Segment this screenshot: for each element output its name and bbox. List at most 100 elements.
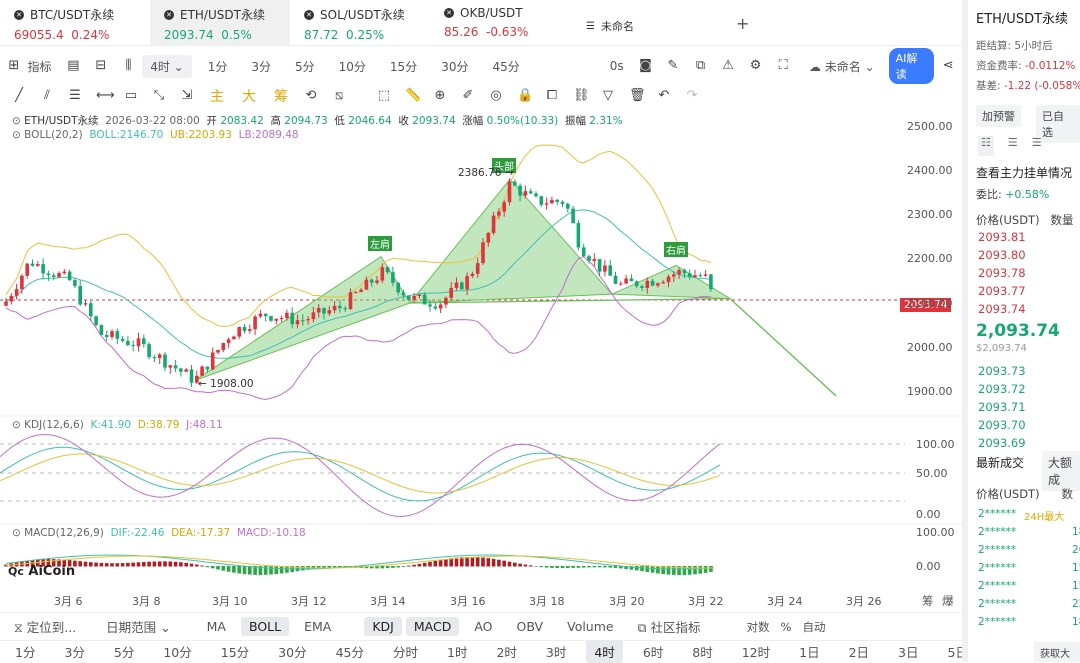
- bid-price[interactable]: 2093.70: [978, 418, 1026, 432]
- tab-big-trades[interactable]: 大额成: [1042, 451, 1080, 491]
- interval-option[interactable]: 8时: [692, 645, 713, 660]
- indicator-volume[interactable]: Volume: [567, 619, 614, 634]
- indicator-obv[interactable]: OBV: [516, 619, 544, 634]
- tab-unnamed[interactable]: ☰ 未命名: [586, 20, 634, 33]
- interval-option[interactable]: 2日: [848, 645, 870, 660]
- interval-15m[interactable]: 15分: [389, 59, 418, 74]
- interval-option[interactable]: 45分: [335, 645, 364, 660]
- indicator-ao[interactable]: AO: [474, 619, 493, 634]
- depth-bids-icon[interactable]: ☰: [1007, 136, 1018, 149]
- interval-option[interactable]: 15分: [220, 645, 250, 660]
- main-force-button[interactable]: 主: [210, 89, 224, 105]
- tab-okb[interactable]: ✕ OKB/USDT 85.26 -0.63%: [444, 6, 529, 39]
- lock-icon[interactable]: 🔒: [517, 88, 534, 103]
- community-indicators[interactable]: ⧉ 社区指标: [637, 620, 701, 635]
- interval-45m[interactable]: 45分: [492, 59, 520, 74]
- interval-5m[interactable]: 5分: [295, 59, 315, 74]
- interval-option[interactable]: 3分: [64, 645, 85, 660]
- filter-icon[interactable]: ▽: [603, 88, 613, 103]
- chip-button[interactable]: 筹: [274, 89, 288, 105]
- indicator-ma[interactable]: MA: [206, 619, 226, 634]
- bid-price[interactable]: 2093.69: [978, 436, 1026, 450]
- ask-price[interactable]: 2093.77: [978, 284, 1026, 298]
- rectangle-icon[interactable]: ▭: [124, 88, 138, 103]
- pen-icon[interactable]: ✎: [667, 58, 679, 73]
- share-icon[interactable]: ⋖: [942, 58, 954, 73]
- liquidation-toggle[interactable]: 爆: [942, 594, 954, 608]
- interval-3m[interactable]: 3分: [251, 59, 271, 74]
- brush-icon[interactable]: ✐: [462, 88, 474, 103]
- interval-1m[interactable]: 1分: [207, 59, 228, 74]
- interval-option[interactable]: 4时: [586, 640, 623, 663]
- interval-option[interactable]: 2时: [496, 645, 517, 660]
- get-big-trades-button[interactable]: 获取大额: [1034, 642, 1080, 662]
- log-scale-toggle[interactable]: 对数: [746, 619, 770, 634]
- clone-icon[interactable]: ⧠: [546, 88, 558, 103]
- ask-price[interactable]: 2093.74: [978, 302, 1026, 316]
- seconds-button[interactable]: 0s: [609, 59, 624, 73]
- add-tab-icon[interactable]: +: [736, 14, 750, 33]
- layout-name-select[interactable]: ☁ 未命名 ⌄: [808, 59, 875, 74]
- percent-toggle[interactable]: %: [780, 619, 792, 634]
- big-order-button[interactable]: 大: [242, 89, 256, 105]
- indicator-button[interactable]: 指标: [27, 59, 52, 74]
- interval-option[interactable]: 30分: [278, 645, 307, 660]
- indicator-boll[interactable]: BOLL: [240, 617, 290, 636]
- drawing-toggle-icon[interactable]: ⊞: [8, 58, 20, 73]
- layout-icon[interactable]: ⧉: [695, 58, 706, 73]
- lock-drawing-icon[interactable]: ⟲: [305, 88, 317, 103]
- ai-interpret-button[interactable]: AI解读: [888, 48, 935, 84]
- ruler-icon[interactable]: 📏: [405, 88, 422, 103]
- close-icon[interactable]: ✕: [164, 9, 174, 20]
- interval-option[interactable]: 3日: [898, 645, 919, 660]
- auto-scale-toggle[interactable]: 自动: [802, 619, 826, 634]
- interval-option[interactable]: 3时: [545, 645, 567, 660]
- candle-type-icon[interactable]: ⫼: [125, 58, 132, 73]
- interval-option[interactable]: 6时: [642, 645, 664, 660]
- interval-option[interactable]: 1时: [447, 645, 468, 660]
- fullscreen-icon[interactable]: ⛶: [778, 58, 788, 73]
- bid-price[interactable]: 2093.71: [978, 400, 1026, 414]
- interval-option[interactable]: 5分: [113, 645, 135, 660]
- price-chart-svg[interactable]: [0, 110, 962, 610]
- favorited-button[interactable]: 已自选: [1036, 105, 1080, 143]
- alert-icon[interactable]: ⚠: [722, 58, 734, 73]
- tab-sol[interactable]: ✕ SOL/USDT永续 87.72 0.25%: [304, 8, 405, 42]
- chip-toggle[interactable]: 筹: [922, 594, 934, 608]
- compare-icon[interactable]: ⊟: [95, 58, 107, 73]
- tab-latest-trades[interactable]: 最新成交: [976, 456, 1025, 470]
- interval-30m[interactable]: 30分: [441, 59, 469, 74]
- ask-price[interactable]: 2093.81: [978, 230, 1026, 244]
- close-icon[interactable]: ✕: [304, 9, 314, 20]
- trash-icon[interactable]: 🗑: [629, 88, 646, 103]
- pattern-icon[interactable]: ⤡: [153, 88, 165, 103]
- ask-price[interactable]: 2093.80: [978, 248, 1026, 262]
- date-range-select[interactable]: 日期范围 ⌄: [106, 620, 171, 635]
- interval-option[interactable]: 分时: [392, 645, 418, 660]
- locate-button[interactable]: ⧖ 定位到...: [14, 620, 77, 635]
- horizontal-line-icon[interactable]: ⟷: [96, 88, 115, 103]
- interval-option[interactable]: 10分: [163, 645, 192, 660]
- close-icon[interactable]: ✕: [14, 9, 24, 20]
- cursor-icon[interactable]: ⬚: [377, 88, 391, 103]
- close-icon[interactable]: ✕: [444, 8, 454, 18]
- interval-option[interactable]: 1分: [15, 645, 36, 660]
- depth-both-icon[interactable]: ☷: [978, 136, 994, 156]
- indicator-ema[interactable]: EMA: [304, 619, 332, 634]
- tab-btc[interactable]: ✕ BTC/USDT永续 69055.4 0.24%: [14, 8, 115, 42]
- add-alert-button[interactable]: 加预警: [976, 105, 1021, 127]
- interval-10m[interactable]: 10分: [338, 59, 366, 74]
- zoom-icon[interactable]: ⊕: [434, 88, 446, 103]
- chart-area[interactable]: ⊙ ETH/USDT永续 2026-03-22 08:00 开 2083.42 …: [0, 110, 962, 610]
- fib-icon[interactable]: ☰: [69, 88, 81, 103]
- link-icon[interactable]: ⛓: [573, 88, 590, 103]
- redo-icon[interactable]: ↷: [686, 88, 698, 103]
- bid-price[interactable]: 2093.72: [978, 382, 1026, 396]
- interval-select[interactable]: 4时 ⌄: [142, 54, 192, 78]
- settings-icon[interactable]: ⚙: [749, 58, 762, 73]
- hide-icon[interactable]: ◎: [490, 88, 502, 103]
- magnet-icon[interactable]: ⧅: [334, 88, 344, 103]
- undo-icon[interactable]: ↶: [658, 88, 670, 103]
- camera-icon[interactable]: ◙: [639, 58, 652, 73]
- template-icon[interactable]: ▤: [67, 58, 80, 73]
